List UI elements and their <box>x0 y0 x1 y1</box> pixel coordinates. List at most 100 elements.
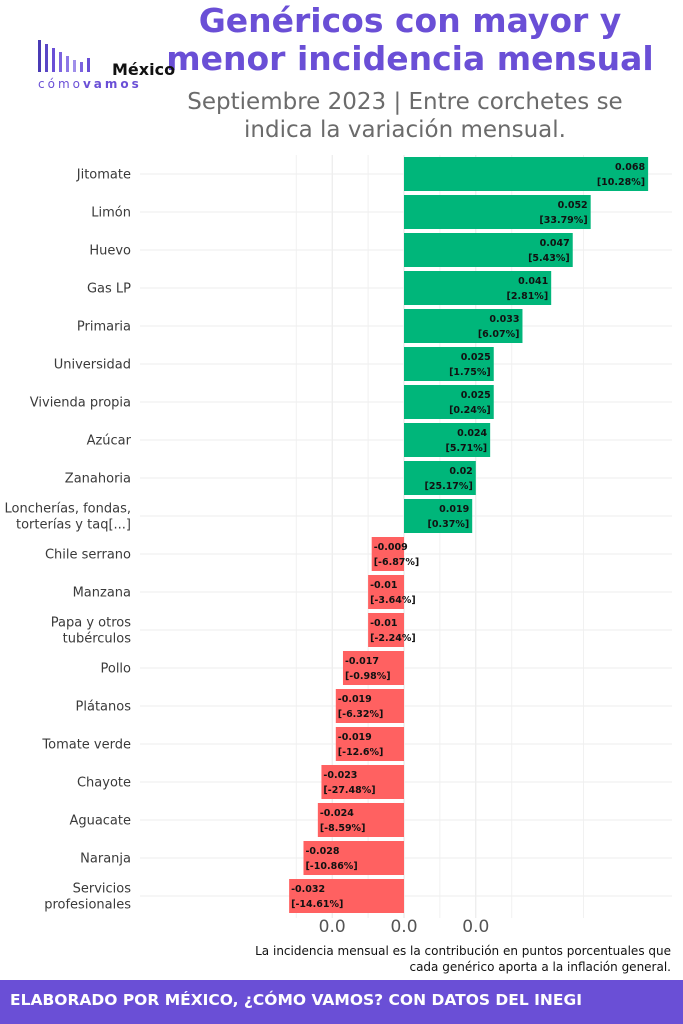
x-tick-label: 0.0 <box>390 917 417 937</box>
bar-variation-label: [5.43%] <box>528 253 570 264</box>
bar-value-label: 0.025 <box>461 390 491 401</box>
bar <box>404 347 494 381</box>
mexico-como-vamos-logo: México cómovamos <box>36 40 175 92</box>
bar-variation-label: [0.24%] <box>449 405 491 416</box>
footer-source-text: ELABORADO POR MÉXICO, ¿CÓMO VAMOS? CON D… <box>10 991 582 1009</box>
bar-variation-label: [25.17%] <box>425 481 473 492</box>
category-label: Chile serrano <box>45 548 131 563</box>
logo-bars-icon <box>38 40 90 72</box>
bar-value-label: -0.024 <box>320 808 354 819</box>
bar-variation-label: [33.79%] <box>539 215 587 226</box>
bar-value-label: -0.017 <box>345 656 379 667</box>
category-label: tubérculos <box>63 632 132 647</box>
bar-value-label: 0.041 <box>518 276 548 287</box>
bar-variation-label: [-6.87%] <box>374 557 420 568</box>
chart-subtitle: Septiembre 2023 | Entre corchetes se ind… <box>140 88 670 144</box>
category-label: Primaria <box>77 320 131 335</box>
logo-word: México <box>112 60 176 79</box>
category-label: Universidad <box>54 358 131 373</box>
bar-value-label: 0.052 <box>558 200 588 211</box>
bar-value-label: -0.032 <box>291 884 325 895</box>
bar-variation-label: [10.28%] <box>597 177 645 188</box>
subtitle-line-2: indica la variación mensual. <box>244 117 566 143</box>
bar <box>404 195 591 229</box>
category-label: Zanahoria <box>65 472 131 487</box>
x-tick-label: 0.0 <box>462 917 489 937</box>
category-label: Jitomate <box>76 168 131 183</box>
incidence-bar-chart: 0.068 [10.28%] Jitomate 0.052 [33.79%] Limón 0… <box>5 155 672 937</box>
logo-subtitle: cómovamos <box>38 77 142 91</box>
bar <box>404 461 476 495</box>
chart-title: Genéricos con mayor y menor incidencia m… <box>150 2 670 78</box>
bar-variation-label: [-8.59%] <box>320 823 366 834</box>
logo-sub-bold: vamos <box>82 77 142 91</box>
bar <box>342 651 404 685</box>
bar <box>404 157 649 191</box>
bar <box>404 309 523 343</box>
bar <box>368 613 404 647</box>
bar <box>335 689 404 723</box>
bar-value-label: -0.01 <box>370 580 397 591</box>
bar <box>371 537 404 571</box>
category-label: Limón <box>91 206 131 221</box>
category-label: Plátanos <box>76 700 132 715</box>
bar-value-label: -0.009 <box>374 542 408 553</box>
bar <box>404 233 573 267</box>
bar-value-label: 0.02 <box>449 466 472 477</box>
category-label: Servicios <box>73 882 132 897</box>
bar-value-label: -0.019 <box>338 694 372 705</box>
category-label: Gas LP <box>87 282 131 297</box>
category-label: torterías y taq[...] <box>16 518 131 533</box>
bar-variation-label: [0.37%] <box>428 519 470 530</box>
bar-value-label: 0.025 <box>461 352 491 363</box>
category-label: Azúcar <box>87 434 132 449</box>
bar-variation-label: [-12.6%] <box>338 747 384 758</box>
title-line-1: Genéricos con mayor y <box>198 1 622 40</box>
bar-value-label: 0.047 <box>540 238 570 249</box>
bar <box>404 499 473 533</box>
category-label: Huevo <box>89 244 131 259</box>
bar <box>335 727 404 761</box>
footnote-line-1: La incidencia mensual es la contribución… <box>255 944 671 958</box>
bar <box>404 385 494 419</box>
title-line-2: menor incidencia mensual <box>166 39 654 78</box>
category-label: Papa y otros <box>51 616 131 631</box>
category-label: Tomate verde <box>41 738 131 753</box>
bar-variation-label: [-14.61%] <box>291 899 343 910</box>
footnote-line-2: cada genérico aporta a la inflación gene… <box>409 960 671 974</box>
bar-variation-label: [-10.86%] <box>305 861 357 872</box>
bar-value-label: -0.023 <box>323 770 357 781</box>
bar <box>317 803 404 837</box>
bar-value-label: 0.024 <box>457 428 487 439</box>
bar-variation-label: [-6.32%] <box>338 709 384 720</box>
bar-variation-label: [6.07%] <box>478 329 520 340</box>
bar <box>289 879 404 913</box>
bar <box>368 575 404 609</box>
bar-variation-label: [5.71%] <box>446 443 488 454</box>
bar-value-label: -0.01 <box>370 618 397 629</box>
subtitle-line-1: Septiembre 2023 | Entre corchetes se <box>187 89 623 115</box>
footnote: La incidencia mensual es la contribución… <box>211 943 671 975</box>
bar-value-label: -0.028 <box>305 846 339 857</box>
bar-variation-label: [2.81%] <box>507 291 549 302</box>
category-label: Aguacate <box>69 814 131 829</box>
bar-variation-label: [-0.98%] <box>345 671 391 682</box>
category-label: Naranja <box>80 852 131 867</box>
bar <box>404 423 491 457</box>
category-label: Manzana <box>73 586 131 601</box>
bar-variation-label: [-3.64%] <box>370 595 416 606</box>
bar-value-label: 0.068 <box>615 162 645 173</box>
bar-variation-label: [1.75%] <box>449 367 491 378</box>
bar <box>303 841 404 875</box>
bar-value-label: 0.033 <box>489 314 519 325</box>
bar-value-label: -0.019 <box>338 732 372 743</box>
category-label: Loncherías, fondas, <box>5 502 131 517</box>
bar-variation-label: [-27.48%] <box>323 785 375 796</box>
category-label: profesionales <box>44 898 131 913</box>
footer-banner: ELABORADO POR MÉXICO, ¿CÓMO VAMOS? CON D… <box>0 980 683 1024</box>
category-label: Chayote <box>77 776 131 791</box>
bar-value-label: 0.019 <box>439 504 469 515</box>
logo-sub-light: cómo <box>38 77 83 91</box>
bar-variation-label: [-2.24%] <box>370 633 416 644</box>
x-tick-label: 0.0 <box>319 917 346 937</box>
